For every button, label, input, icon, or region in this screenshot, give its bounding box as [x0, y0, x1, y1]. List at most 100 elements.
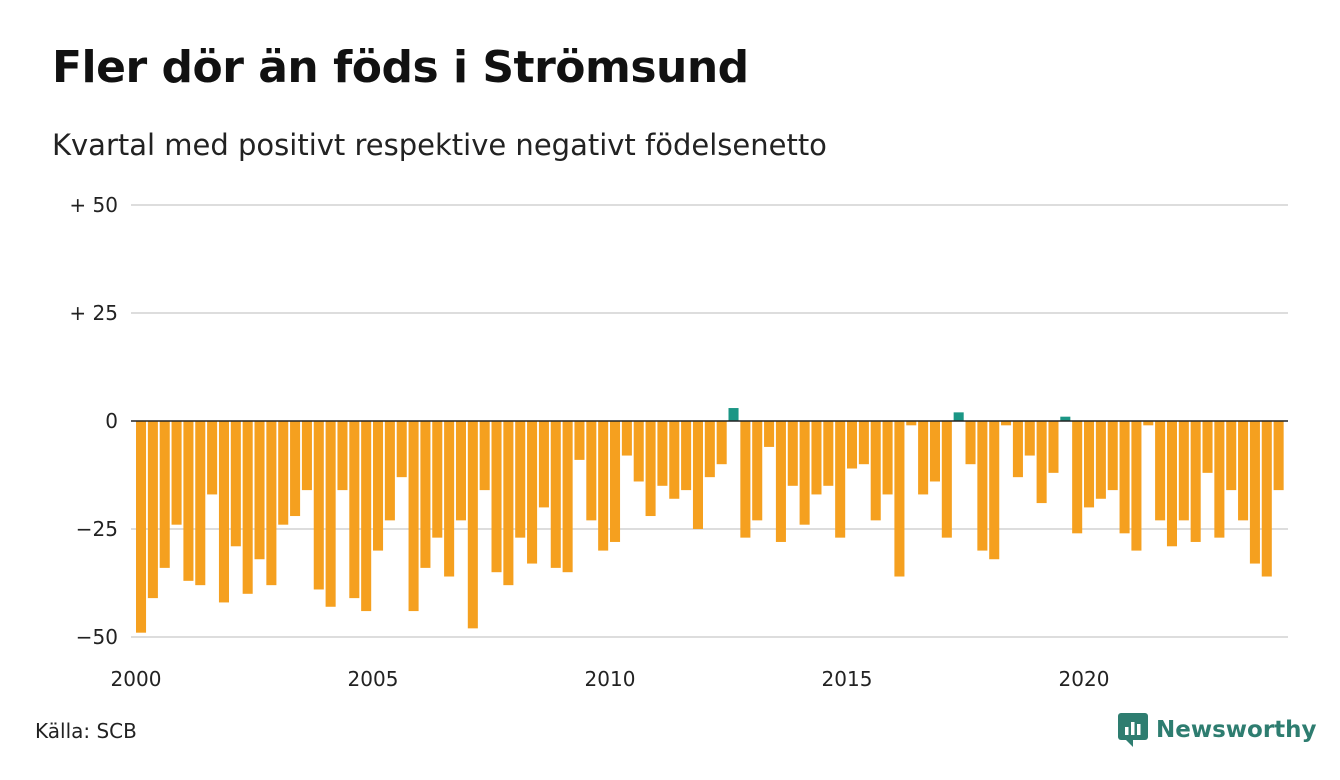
x-tick-label: 2015: [822, 667, 873, 691]
bar: [1119, 421, 1130, 534]
chart-subtitle: Kvartal med positivt respektive negativt…: [52, 128, 827, 162]
y-tick-label: 0: [105, 409, 118, 433]
bar: [918, 421, 929, 495]
brand-name: Newsworthy: [1156, 717, 1317, 743]
bar: [361, 421, 372, 612]
bar: [550, 421, 561, 568]
bar: [953, 412, 964, 421]
bar: [562, 421, 573, 573]
bar: [977, 421, 988, 551]
bar: [136, 421, 147, 633]
bar: [1249, 421, 1260, 564]
source-note: Källa: SCB: [35, 719, 137, 743]
bar: [657, 421, 668, 486]
bar: [396, 421, 407, 478]
bar: [621, 421, 632, 456]
bar: [823, 421, 834, 486]
bar: [775, 421, 786, 542]
y-tick-label: + 50: [69, 193, 118, 217]
bar: [1084, 421, 1095, 508]
bar: [183, 421, 194, 581]
bar: [858, 421, 869, 465]
bar-chart: + 50 + 25 0 −25 −50 2000 2005 2010 2015 2020: [69, 193, 1288, 691]
bar: [1166, 421, 1177, 547]
bar: [384, 421, 395, 521]
bar: [467, 421, 478, 629]
bar: [444, 421, 455, 577]
bar: [254, 421, 265, 560]
bar: [598, 421, 609, 551]
bar: [728, 408, 739, 421]
bar: [1238, 421, 1249, 521]
bar: [266, 421, 277, 586]
bar: [692, 421, 703, 529]
bar: [147, 421, 158, 599]
bar: [207, 421, 218, 495]
bar: [290, 421, 301, 517]
bar: [538, 421, 549, 508]
bar: [1261, 421, 1272, 577]
bar: [230, 421, 241, 547]
bar: [242, 421, 253, 594]
bar: [408, 421, 419, 612]
bar: [1036, 421, 1047, 504]
bar: [681, 421, 692, 491]
bar: [669, 421, 680, 499]
bar: [1190, 421, 1201, 542]
x-tick-label: 2020: [1059, 667, 1110, 691]
bar: [218, 421, 229, 603]
bar: [1001, 421, 1012, 426]
bar: [1024, 421, 1035, 456]
bar: [847, 421, 858, 469]
bar: [195, 421, 206, 586]
bar: [159, 421, 170, 568]
x-tick-label: 2005: [348, 667, 399, 691]
y-tick-label: −25: [76, 517, 118, 541]
bar: [870, 421, 881, 521]
bar: [337, 421, 348, 491]
bar: [882, 421, 893, 495]
bar: [491, 421, 502, 573]
bar: [740, 421, 751, 538]
bar: [373, 421, 384, 551]
bar: [527, 421, 538, 564]
bar: [1214, 421, 1225, 538]
bar: [787, 421, 798, 486]
bar: [906, 421, 917, 426]
bar: [278, 421, 289, 525]
bar: [941, 421, 952, 538]
bar: [349, 421, 360, 599]
bar: [633, 421, 644, 482]
bar: [894, 421, 905, 577]
bar: [1048, 421, 1059, 473]
chart-title: Fler dör än föds i Strömsund: [52, 42, 749, 93]
bar: [835, 421, 846, 538]
bar: [811, 421, 822, 495]
bar: [965, 421, 976, 465]
bar: [1072, 421, 1083, 534]
bar: [455, 421, 466, 521]
bar: [1226, 421, 1237, 491]
bar: [799, 421, 810, 525]
bar: [1012, 421, 1023, 478]
bar: [764, 421, 775, 447]
bar: [752, 421, 763, 521]
bar: [1060, 416, 1071, 421]
bar: [610, 421, 621, 542]
bar: [1178, 421, 1189, 521]
y-tick-label: −50: [76, 625, 118, 649]
bar: [1155, 421, 1166, 521]
bar: [586, 421, 597, 521]
bar: [503, 421, 514, 586]
bar: [1107, 421, 1118, 491]
bar: [1202, 421, 1213, 473]
bar: [325, 421, 336, 607]
bar: [420, 421, 431, 568]
bar: [1095, 421, 1106, 499]
y-tick-label: + 25: [69, 301, 118, 325]
x-tick-label: 2010: [585, 667, 636, 691]
bar: [171, 421, 182, 525]
bar: [1131, 421, 1142, 551]
bar: [479, 421, 490, 491]
brand-logo: Newsworthy: [1118, 712, 1317, 748]
